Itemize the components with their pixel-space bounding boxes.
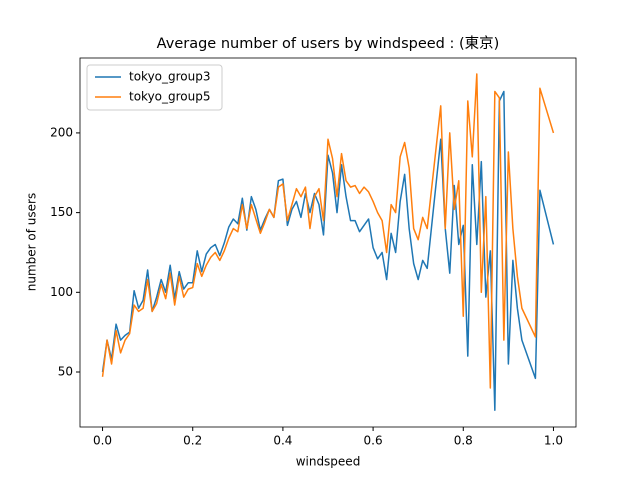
series-line (101, 73, 555, 389)
x-tick-label: 0.6 (364, 434, 383, 448)
x-tick-label: 0.0 (93, 434, 112, 448)
y-axis-label: number of users (25, 193, 39, 291)
x-tick-label: 1.0 (544, 434, 563, 448)
y-tick-label: 100 (50, 285, 73, 299)
legend-label: tokyo_group5 (129, 90, 211, 104)
plot-frame (79, 57, 577, 428)
chart-title: Average number of users by windspeed : (… (157, 35, 500, 52)
x-axis-label: windspeed (296, 455, 361, 469)
legend-label: tokyo_group3 (129, 70, 211, 84)
y-tick-label: 50 (58, 365, 73, 379)
x-tick-label: 0.4 (273, 434, 292, 448)
x-tick-label: 0.2 (183, 434, 202, 448)
x-tick-label: 0.8 (454, 434, 473, 448)
y-tick-label: 150 (50, 205, 73, 219)
y-tick-label: 200 (50, 125, 73, 139)
